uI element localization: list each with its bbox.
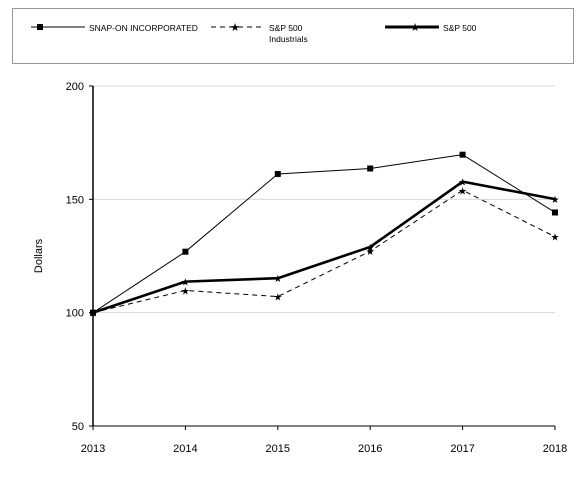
- y-tick-label: 200: [66, 81, 84, 93]
- legend: SNAP-ON INCORPORATED ★ S&P 500 Industria…: [12, 8, 574, 64]
- series-markers: ★★★★★★★★ ★★★★: [89, 151, 560, 320]
- data-point-marker: ★: [458, 178, 467, 189]
- legend-label-sp500-industrials: S&P 500 Industrials: [269, 23, 308, 44]
- legend-label-snap-on: SNAP-ON INCORPORATED: [89, 23, 198, 33]
- x-tick-label: 2014: [173, 443, 197, 455]
- svg-text:★: ★: [230, 22, 240, 34]
- data-point-marker: ★: [273, 293, 282, 304]
- data-point-marker: [274, 170, 281, 177]
- x-tick-label: 2015: [266, 443, 290, 455]
- y-tick-label: 100: [66, 308, 84, 320]
- x-tick-label: 2016: [358, 443, 382, 455]
- legend-swatch-snap-on: [31, 24, 85, 30]
- data-point-marker: [367, 165, 374, 172]
- legend-swatch-sp500-industrials: ★: [211, 22, 265, 34]
- data-point-marker: [459, 151, 466, 158]
- data-point-marker: [182, 248, 189, 255]
- data-point-marker: ★: [551, 195, 560, 206]
- legend-label-sp500: S&P 500: [443, 23, 477, 33]
- svg-text:★: ★: [410, 22, 420, 34]
- series-line-1: [92, 189, 556, 314]
- tick-labels: 50 100 150 200 2013 2014 2015 2016 2017 2018 Dolla…: [33, 81, 567, 455]
- series-line-0: [92, 154, 556, 314]
- x-tick-label: 2017: [450, 443, 474, 455]
- data-point-marker: ★: [551, 233, 560, 244]
- data-point-marker: ★: [458, 186, 467, 197]
- series-lines: [92, 154, 556, 314]
- axes: [89, 85, 556, 430]
- x-tick-label: 2018: [543, 443, 567, 455]
- legend-swatch-sp500: ★: [385, 22, 439, 34]
- gridlines: [93, 85, 555, 314]
- y-axis-title: Dollars: [33, 238, 45, 273]
- data-point-marker: [552, 209, 558, 216]
- y-tick-label: 50: [72, 421, 84, 433]
- y-tick-label: 150: [66, 194, 84, 206]
- series-line-2: [92, 180, 556, 314]
- data-point-marker: ★: [366, 247, 375, 258]
- data-point-marker: [90, 309, 96, 316]
- x-tick-label: 2013: [81, 443, 105, 455]
- data-point-marker: ★: [181, 286, 190, 297]
- data-point-marker: ★: [181, 278, 190, 289]
- data-point-marker: ★: [273, 274, 282, 285]
- data-point-marker: ★: [89, 309, 98, 320]
- data-point-marker: ★: [366, 243, 375, 254]
- data-point-marker: ★: [89, 309, 98, 320]
